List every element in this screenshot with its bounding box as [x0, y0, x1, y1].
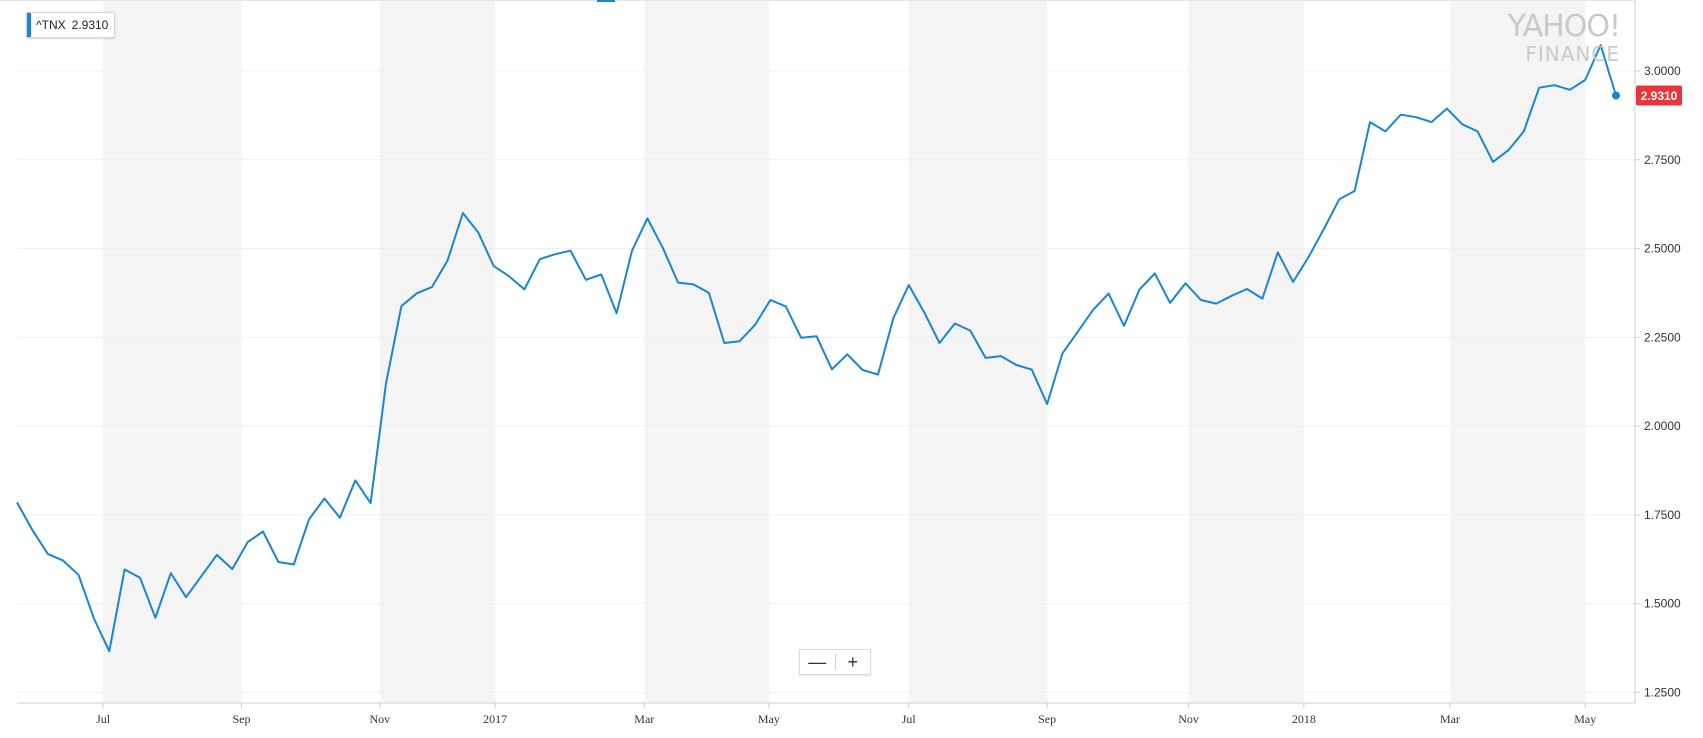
x-tick-label: May: [758, 712, 780, 726]
logo-line-2: FINANCE: [1525, 42, 1620, 66]
zoom-controls: — +: [799, 649, 871, 675]
horizontal-gridlines: [17, 70, 1640, 693]
shaded-band: [908, 0, 1048, 703]
x-tick-label: Nov: [370, 712, 391, 726]
logo-line-1: YAHOO!: [1507, 9, 1621, 44]
month-shading-bands: [103, 0, 1586, 703]
y-tick-label: 1.7500: [1644, 508, 1681, 522]
x-tick-label: Mar: [1440, 712, 1460, 726]
y-axis-tick-labels: 1.2500 1.5000 1.7500 2.0000 2.2500 2.5000 2.75…: [1644, 64, 1681, 699]
zoom-divider: [834, 654, 836, 670]
shaded-band: [1188, 0, 1304, 703]
y-tick-label: 2.2500: [1644, 330, 1681, 344]
last-point-marker: [1612, 91, 1620, 100]
y-tick-label: 1.2500: [1644, 685, 1681, 699]
shaded-band: [644, 0, 769, 703]
shaded-band: [103, 0, 242, 703]
legend-value: 2.9310: [71, 18, 109, 32]
y-tick-label: 2.7500: [1644, 153, 1681, 167]
legend-swatch: [27, 13, 31, 37]
x-axis-tick-labels: Jul Sep Nov 2017 Mar May Jul Sep Nov 2018 Mar May: [96, 703, 1596, 726]
yahoo-finance-logo: YAHOO! FINANCE: [1492, 9, 1621, 66]
y-tick-label: 3.0000: [1644, 64, 1681, 78]
y-tick-label: 2.0000: [1644, 419, 1681, 433]
x-tick-label: Jul: [902, 712, 917, 726]
x-tick-label: 2017: [483, 712, 507, 726]
shaded-band: [1449, 0, 1586, 703]
x-tick-label: Sep: [232, 712, 250, 726]
last-value-badge: [1636, 85, 1682, 106]
chart-axes: [0, 0, 1636, 704]
x-tick-label: 2018: [1292, 712, 1316, 726]
x-tick-label: Nov: [1178, 712, 1199, 726]
last-value-marker-group: 2.9310: [1612, 85, 1682, 106]
shaded-band: [379, 0, 496, 703]
legend-symbol: ^TNX: [36, 18, 66, 32]
last-value-label: 2.9310: [1641, 89, 1678, 103]
series-group: [16, 44, 1617, 653]
series-legend[interactable]: ^TNX 2.9310: [26, 12, 116, 38]
x-tick-label: Sep: [1038, 712, 1056, 726]
x-tick-label: May: [1574, 712, 1596, 726]
top-indicator: [597, 0, 615, 2]
y-tick-label: 2.5000: [1644, 242, 1681, 256]
y-tick-label: 1.5000: [1644, 597, 1681, 611]
zoom-in-button[interactable]: +: [847, 651, 858, 672]
x-tick-label: Mar: [634, 712, 654, 726]
x-tick-label: Jul: [96, 712, 111, 726]
series-line-tnx: [16, 44, 1617, 653]
zoom-out-button[interactable]: —: [808, 651, 827, 672]
